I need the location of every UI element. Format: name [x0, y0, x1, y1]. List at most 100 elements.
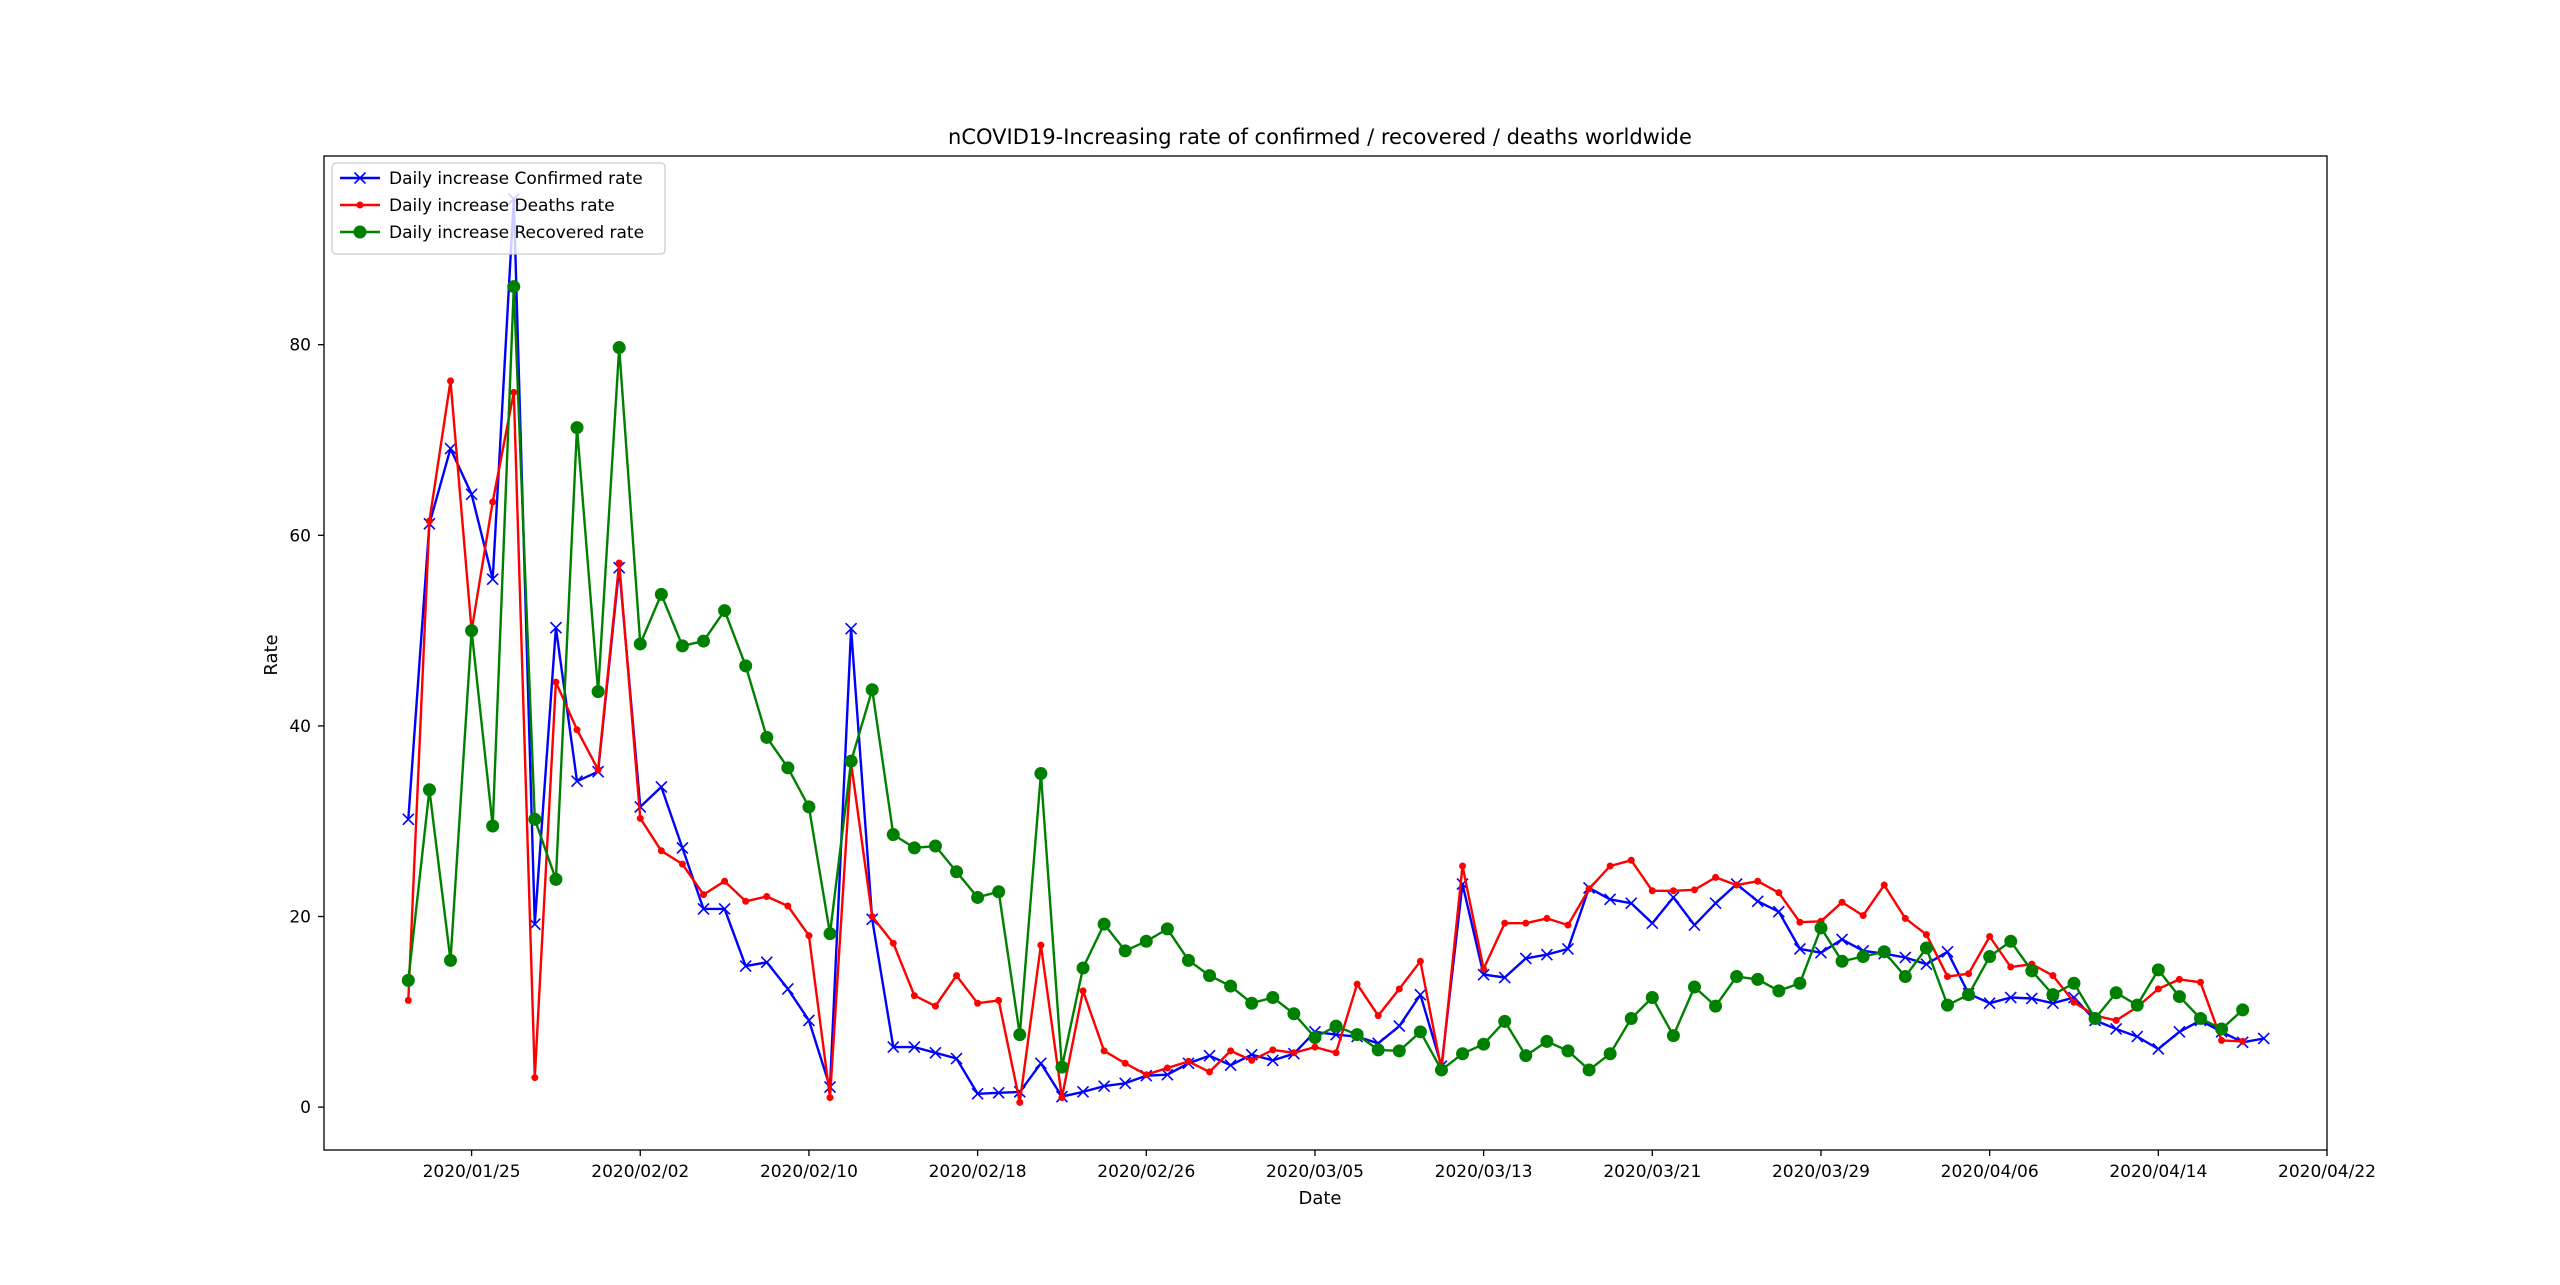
legend-marker	[353, 225, 367, 239]
data-point-deaths	[594, 766, 602, 774]
data-point-recovered	[1139, 934, 1153, 948]
data-point-confirmed	[971, 1087, 984, 1100]
data-point-confirmed	[1751, 895, 1764, 908]
data-point-confirmed	[676, 841, 689, 854]
data-point-deaths	[1459, 862, 1467, 870]
data-point-confirmed	[1709, 897, 1722, 910]
data-point-recovered	[570, 421, 584, 435]
data-point-deaths	[1986, 933, 1994, 941]
data-point-confirmed	[2257, 1032, 2270, 1045]
data-point-deaths	[2007, 963, 2015, 971]
data-point-recovered	[2004, 934, 2018, 948]
data-point-deaths	[1901, 914, 1909, 922]
data-point-deaths	[1943, 973, 1951, 981]
data-point-recovered	[1856, 950, 1870, 964]
data-point-recovered	[1772, 984, 1786, 998]
data-point-deaths	[1522, 919, 1530, 927]
data-point-deaths	[2218, 1036, 2226, 1044]
data-point-confirmed	[1498, 971, 1511, 984]
data-point-deaths	[889, 939, 897, 947]
legend-label: Daily increase Recovered rate	[389, 223, 644, 243]
data-point-confirmed	[1477, 968, 1490, 981]
data-point-recovered	[760, 730, 774, 744]
data-point-recovered	[549, 872, 563, 886]
data-point-deaths	[657, 847, 665, 855]
data-point-deaths	[1058, 1094, 1066, 1102]
data-point-deaths	[1121, 1059, 1129, 1067]
data-point-recovered	[2193, 1011, 2207, 1025]
legend: Daily increase Confirmed rate Daily incre…	[331, 162, 666, 255]
data-point-recovered	[528, 812, 542, 826]
data-point-confirmed	[1646, 917, 1659, 930]
y-tick-label: 60	[289, 526, 311, 546]
data-point-confirmed	[950, 1052, 963, 1065]
data-point-deaths	[1206, 1068, 1214, 1076]
data-point-recovered	[1350, 1028, 1364, 1042]
data-point-deaths	[1796, 918, 1804, 926]
data-point-recovered	[1962, 988, 1976, 1002]
data-point-recovered	[1561, 1044, 1575, 1058]
data-point-recovered	[950, 865, 964, 879]
data-point-recovered	[1434, 1063, 1448, 1077]
data-point-deaths	[489, 498, 497, 506]
data-point-recovered	[675, 639, 689, 653]
data-point-recovered	[907, 841, 921, 855]
data-point-confirmed	[2152, 1042, 2165, 1056]
plot-series	[401, 192, 2270, 1106]
data-point-confirmed	[1983, 997, 1996, 1010]
data-point-recovered	[2236, 1003, 2250, 1017]
data-point-deaths	[1564, 921, 1572, 929]
data-point-deaths	[1754, 877, 1762, 885]
data-point-recovered	[1751, 972, 1765, 986]
data-point-deaths	[805, 932, 813, 940]
data-point-deaths	[2239, 1037, 2247, 1045]
data-point-deaths	[700, 891, 708, 899]
x-tick-label: 2020/02/10	[760, 1162, 858, 1182]
data-point-deaths	[1880, 881, 1888, 889]
data-point-confirmed	[2025, 992, 2038, 1005]
data-point-recovered	[739, 659, 753, 673]
data-point-deaths	[573, 726, 581, 734]
data-point-deaths	[1163, 1064, 1171, 1072]
data-point-recovered	[1603, 1047, 1617, 1061]
data-point-deaths	[1100, 1047, 1108, 1055]
data-point-recovered	[1687, 980, 1701, 994]
data-point-confirmed	[908, 1041, 921, 1054]
data-point-recovered	[1919, 941, 1933, 955]
data-point-recovered	[1371, 1043, 1385, 1057]
data-point-recovered	[1624, 1011, 1638, 1025]
data-point-confirmed	[1604, 893, 1617, 906]
data-point-deaths	[868, 913, 876, 921]
data-point-deaths	[1142, 1071, 1150, 1079]
x-tick-label: 2020/04/06	[1941, 1162, 2039, 1182]
data-point-deaths	[1248, 1056, 1256, 1064]
data-point-recovered	[1666, 1029, 1680, 1043]
data-point-recovered	[444, 953, 458, 967]
data-point-recovered	[2172, 990, 2186, 1004]
data-point-recovered	[1055, 1060, 1069, 1074]
data-point-recovered	[1645, 991, 1659, 1005]
data-point-deaths	[2175, 975, 2183, 983]
data-point-recovered	[591, 685, 605, 699]
data-point-deaths	[2049, 972, 2057, 980]
data-point-recovered	[2215, 1022, 2229, 1036]
data-point-recovered	[1498, 1014, 1512, 1028]
data-point-recovered	[465, 624, 479, 638]
data-point-confirmed	[929, 1046, 942, 1059]
x-tick-label: 2020/04/22	[2278, 1162, 2376, 1182]
legend-label: Daily increase Confirmed rate	[389, 169, 643, 189]
data-point-recovered	[1034, 767, 1048, 781]
series-line-recovered	[407, 285, 2244, 1072]
data-point-recovered	[802, 800, 816, 814]
data-point-deaths	[1965, 970, 1973, 978]
data-point-deaths	[1311, 1043, 1319, 1051]
data-point-confirmed	[570, 775, 584, 788]
data-point-recovered	[422, 783, 436, 797]
data-point-deaths	[826, 1094, 834, 1102]
data-point-deaths	[510, 388, 518, 396]
data-point-recovered	[1898, 970, 1912, 984]
data-point-recovered	[1118, 944, 1132, 958]
data-point-deaths	[1922, 931, 1930, 939]
y-tick-label: 0	[300, 1098, 311, 1118]
x-axis-label: Date	[1298, 1188, 1341, 1209]
